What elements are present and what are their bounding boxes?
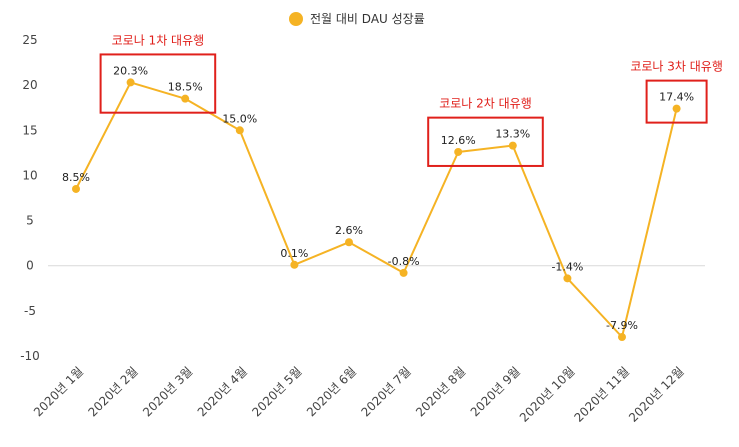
x-tick-label: 2020년 6월 bbox=[304, 364, 359, 419]
data-label: -0.8% bbox=[388, 255, 420, 268]
y-tick-label: 10 bbox=[22, 168, 37, 182]
data-point bbox=[618, 333, 626, 342]
data-label: 13.3% bbox=[495, 128, 530, 141]
y-tick-label: 5 bbox=[26, 214, 34, 228]
data-label: 8.5% bbox=[62, 171, 90, 184]
data-label: 18.5% bbox=[168, 81, 203, 94]
series-line bbox=[75, 81, 678, 338]
data-point bbox=[72, 184, 80, 193]
data-point bbox=[508, 141, 517, 150]
data-point bbox=[290, 260, 299, 269]
x-tick-label: 2020년 1월 bbox=[31, 364, 86, 419]
x-tick-label: 2020년 7월 bbox=[359, 364, 414, 419]
legend-marker bbox=[289, 12, 303, 26]
annotation-label: 코로나 1차 대유행 bbox=[112, 32, 205, 47]
data-point bbox=[454, 147, 463, 156]
y-tick-label: -5 bbox=[24, 304, 36, 318]
annotation-label: 코로나 2차 대유행 bbox=[439, 96, 532, 111]
x-tick-label: 2020년 5월 bbox=[249, 364, 304, 419]
data-label: 2.6% bbox=[335, 224, 363, 237]
data-label: 12.6% bbox=[441, 134, 476, 147]
x-tick-label: 2020년 9월 bbox=[468, 364, 523, 419]
data-label: 15.0% bbox=[222, 112, 257, 125]
annotation-box bbox=[99, 53, 217, 114]
data-label: 0.1% bbox=[280, 247, 308, 260]
annotation-box bbox=[645, 79, 708, 124]
y-tick-label: 25 bbox=[22, 33, 37, 47]
data-label: -7.9% bbox=[606, 319, 638, 332]
data-point bbox=[235, 126, 244, 135]
y-tick-label: 0 bbox=[26, 259, 34, 273]
x-tick-label: 2020년 3월 bbox=[140, 364, 195, 419]
annotation-label: 코로나 3차 대유행 bbox=[630, 59, 723, 74]
x-tick-label: 2020년 2월 bbox=[86, 364, 141, 419]
legend-label: 전월 대비 DAU 성장률 bbox=[310, 12, 425, 26]
y-tick-label: 15 bbox=[22, 123, 37, 137]
data-label: -1.4% bbox=[551, 260, 583, 273]
x-tick-label: 2020년 8월 bbox=[413, 364, 468, 419]
data-point bbox=[345, 238, 353, 247]
data-point bbox=[563, 274, 572, 283]
y-tick-label: 20 bbox=[22, 78, 37, 92]
annotation-box bbox=[427, 116, 544, 167]
x-tick-label: 2020년 4월 bbox=[195, 364, 250, 419]
data-label: 20.3% bbox=[113, 64, 148, 77]
data-point bbox=[126, 78, 135, 87]
data-point bbox=[181, 94, 190, 103]
data-point bbox=[672, 104, 681, 113]
x-tick-label: 2020년 10월 bbox=[517, 364, 578, 425]
y-tick-label: -10 bbox=[20, 349, 40, 363]
x-tick-label: 2020년 11월 bbox=[572, 364, 633, 425]
x-tick-label: 2020년 12월 bbox=[626, 364, 687, 425]
data-point bbox=[399, 268, 408, 277]
data-label: 17.4% bbox=[659, 91, 694, 104]
